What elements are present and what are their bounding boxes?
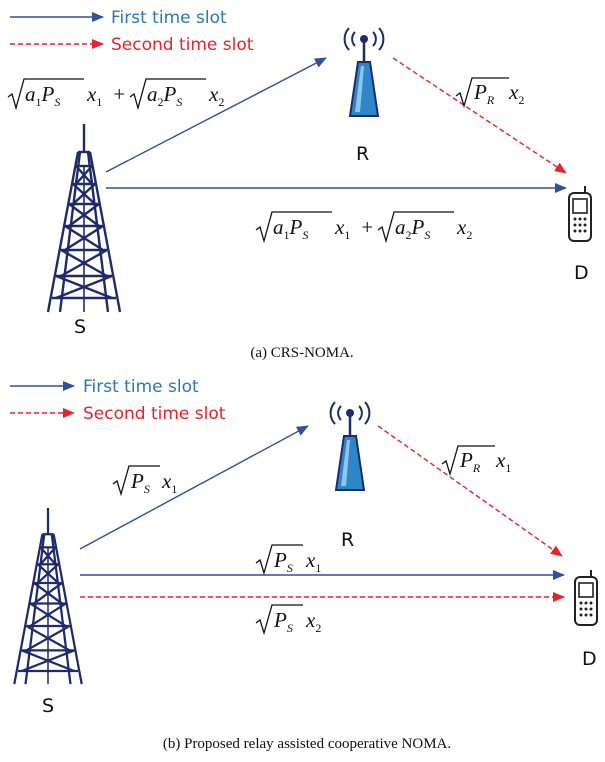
svg-text:x2: x2 <box>508 80 524 107</box>
relay-label-a: R <box>356 143 369 165</box>
svg-text:x1: x1 <box>86 82 102 109</box>
signal-label-s-d-first-b: PS x1 <box>256 545 321 575</box>
svg-text:x2: x2 <box>456 215 472 242</box>
mobile-phone-icon <box>569 186 591 241</box>
svg-text:a2PS: a2PS <box>147 82 182 109</box>
svg-text:x1: x1 <box>305 548 321 575</box>
svg-text:x2: x2 <box>305 608 321 635</box>
relay-antenna-icon <box>331 402 370 490</box>
panel-b: First time slot Second time slot S R D P… <box>10 377 597 752</box>
svg-text:a1PS: a1PS <box>25 82 60 109</box>
svg-text:x2: x2 <box>208 82 224 109</box>
signal-label-r-d-b: PR x1 <box>442 446 511 475</box>
caption-a: (a) CRS-NOMA. <box>250 345 353 361</box>
relay-antenna-icon <box>345 28 384 116</box>
svg-text:x1: x1 <box>495 448 511 475</box>
link-s-to-r-b <box>80 426 308 549</box>
transmission-tower-icon <box>48 124 120 312</box>
signal-label-s-d-a: a1PS x1 + a2PS x2 <box>256 212 472 242</box>
signal-label-s-d-second-b: PS x2 <box>256 605 321 635</box>
source-label-b: S <box>42 695 54 717</box>
caption-b: (b) Proposed relay assisted cooperative … <box>163 736 451 752</box>
legend-b: First time slot Second time slot <box>10 377 226 424</box>
legend-first-slot-label: First time slot <box>111 8 227 28</box>
signal-label-s-r-b: PS x1 <box>113 466 177 496</box>
destination-label-a: D <box>574 262 589 284</box>
legend-first-slot-label: First time slot <box>83 377 199 397</box>
svg-text:x1: x1 <box>161 469 177 496</box>
svg-text:PS: PS <box>273 548 293 575</box>
legend-second-slot-label: Second time slot <box>83 404 226 424</box>
signal-label-s-r-a: a1PS x1 + a2PS x2 <box>8 79 224 109</box>
legend-second-slot-label: Second time slot <box>111 35 254 55</box>
svg-text:PS: PS <box>273 608 293 635</box>
svg-text:x1: x1 <box>334 215 350 242</box>
link-r-to-d-a <box>393 58 566 173</box>
mobile-phone-icon <box>575 570 597 625</box>
relay-label-b: R <box>341 529 354 551</box>
svg-text:a2PS: a2PS <box>395 215 430 242</box>
svg-text:a1PS: a1PS <box>273 215 308 242</box>
svg-text:PR: PR <box>473 80 495 107</box>
link-s-to-r-a <box>106 58 326 172</box>
source-label-a: S <box>74 316 86 338</box>
svg-text:PR: PR <box>459 448 481 475</box>
panel-a: First time slot Second time slot S R D a… <box>8 8 591 361</box>
legend-a: First time slot Second time slot <box>10 8 254 55</box>
destination-label-b: D <box>582 648 597 670</box>
transmission-tower-icon <box>14 508 81 684</box>
svg-text:+: + <box>112 82 126 106</box>
svg-text:+: + <box>360 215 374 239</box>
svg-text:PS: PS <box>130 469 150 496</box>
signal-label-r-d-a: PR x2 <box>456 78 524 107</box>
